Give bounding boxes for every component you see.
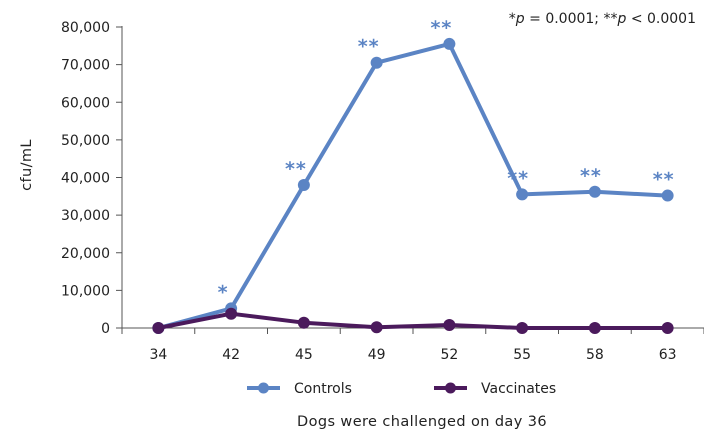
significance-markers: ********* ** ** — [218, 17, 675, 304]
data-point-controls — [516, 188, 529, 201]
data-point-vaccinates — [661, 322, 674, 334]
y-axis: 0 10,000 20,000 30,000 40,000 50,000 60,000 70,… — [61, 20, 123, 337]
x-tick-label: 55 — [513, 347, 531, 363]
y-axis-title: cfu/mL — [19, 139, 35, 191]
y-tick-label: 50,000 — [61, 133, 110, 149]
x-tick-label: 63 — [659, 347, 677, 363]
y-tick-label: 80,000 — [61, 20, 110, 36]
significance-marker: * — [218, 281, 229, 303]
series-line-vaccinates — [156, 311, 670, 330]
y-tick-label: 20,000 — [61, 246, 110, 262]
series-layer — [152, 37, 674, 334]
significance-note: *p = 0.0001; **p < 0.0001 — [509, 11, 696, 27]
data-point-controls — [443, 37, 456, 50]
series-line-controls — [156, 41, 670, 330]
data-point-controls — [370, 56, 383, 69]
legend-label-controls: Controls — [294, 381, 352, 397]
significance-marker: ** — [507, 167, 529, 189]
data-point-controls — [661, 189, 674, 202]
x-tick-label: 52 — [440, 347, 458, 363]
y-tick-label: 60,000 — [61, 95, 110, 111]
legend-label-vaccinates: Vaccinates — [481, 381, 556, 397]
significance-marker: ** — [653, 169, 675, 191]
data-point-vaccinates — [225, 307, 238, 320]
x-tick-label: 45 — [295, 347, 313, 363]
x-axis-title: Dogs were challenged on day 36 — [297, 414, 547, 430]
x-axis: 34 42 45 49 52 55 58 63 — [121, 327, 704, 363]
legend: Controls Vaccinates — [247, 381, 556, 397]
data-point-vaccinates — [370, 321, 383, 334]
x-tick-label: 34 — [149, 347, 167, 363]
x-tick-label: 42 — [222, 347, 240, 363]
y-tick-label: 0 — [101, 321, 110, 337]
series-vaccinates — [152, 307, 674, 334]
legend-marker-vaccinates — [445, 382, 456, 394]
data-point-controls — [297, 179, 310, 192]
data-point-vaccinates — [297, 316, 310, 329]
legend-item-controls: Controls — [247, 381, 352, 397]
legend-marker-controls — [258, 382, 269, 394]
significance-marker: ** — [285, 158, 307, 180]
y-tick-label: 10,000 — [61, 283, 110, 299]
data-point-vaccinates — [152, 322, 165, 334]
data-point-vaccinates — [588, 322, 601, 334]
significance-marker: ** — [358, 36, 380, 58]
y-tick-label: 70,000 — [61, 58, 110, 74]
y-tick-label: 40,000 — [61, 171, 110, 187]
y-tick-label: 30,000 — [61, 208, 110, 224]
significance-marker: ** — [430, 17, 452, 39]
significance-marker: ** — [580, 165, 602, 187]
data-point-vaccinates — [443, 318, 456, 331]
x-tick-label: 49 — [368, 347, 386, 363]
data-point-vaccinates — [516, 322, 529, 334]
x-tick-label: 58 — [586, 347, 604, 363]
legend-item-vaccinates: Vaccinates — [434, 381, 556, 397]
data-point-controls — [588, 185, 601, 198]
